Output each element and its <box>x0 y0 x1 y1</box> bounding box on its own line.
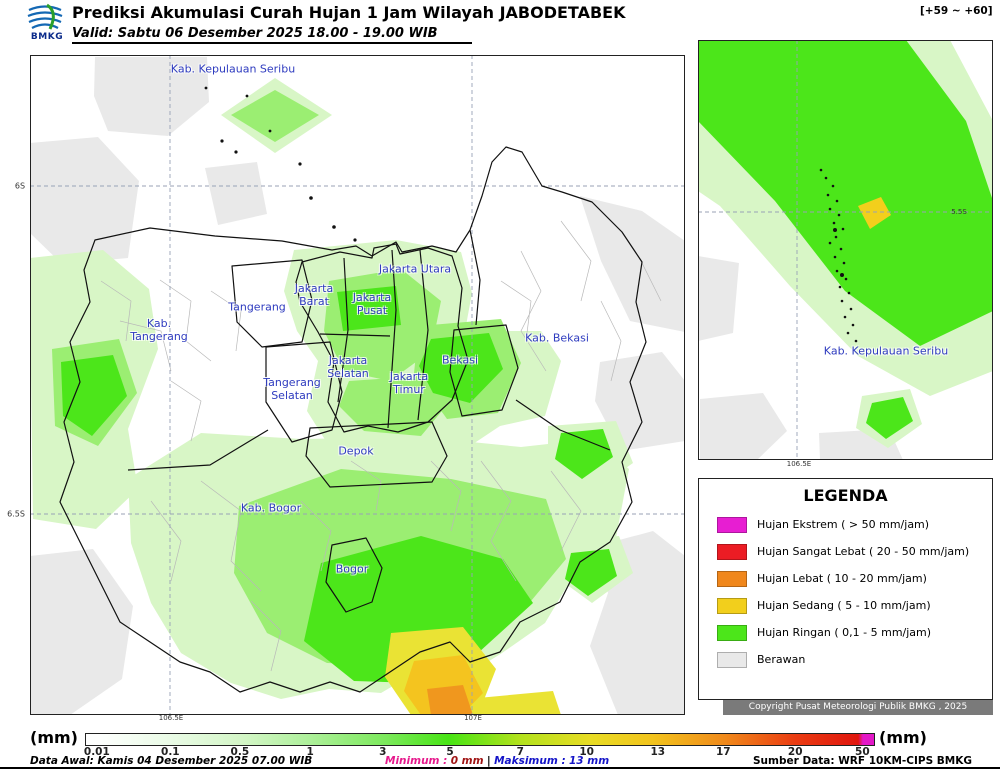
colorbar-tick-0-1: 0.1 <box>161 746 180 758</box>
map-label-jakarta-barat: Jakarta Barat <box>294 282 334 308</box>
main-map-lon-tick-107e: 107E <box>464 714 482 722</box>
main-map-border <box>30 55 685 715</box>
inset-map <box>698 40 993 460</box>
legend-swatch-ringan <box>717 624 747 641</box>
colorbar-unit-right: (mm) <box>879 728 927 747</box>
footer-min-max: Minimum : 0 mm | Maksimum : 13 mm <box>385 755 609 767</box>
footer-source: Sumber Data: WRF 10KM-CIPS BMKG <box>753 755 972 767</box>
main-map-islands <box>204 86 357 242</box>
main-map-rain-heavy <box>385 627 561 715</box>
colorbar-tick-17: 17 <box>716 746 731 758</box>
colorbar-tick-20: 20 <box>787 746 803 758</box>
legend-swatch-lebat <box>717 570 747 587</box>
colorbar-ticks: 0.01 0.1 0.5 1 3 5 7 10 13 17 20 50 <box>83 746 875 760</box>
main-map-graticule <box>30 55 685 715</box>
colorbar-tick-10: 10 <box>579 746 594 758</box>
footer-data-awal: Data Awal: Kamis 04 Desember 2025 07.00 … <box>30 755 313 767</box>
colorbar-tick-0-01: 0.01 <box>83 746 110 758</box>
main-map-admin-boundaries <box>59 146 647 693</box>
map-label-kab-bogor: Kab. Bogor <box>240 501 302 515</box>
footer-maximum-value: 13 mm <box>568 755 610 767</box>
legend-panel: LEGENDA Hujan Ekstrem ( > 50 mm/jam) Huj… <box>698 478 993 700</box>
inset-label-kab-kepulauan-seribu: Kab. Kepulauan Seribu <box>823 344 949 358</box>
main-map-lat-tick-6s: 6S <box>14 181 26 191</box>
footer-divider: | <box>486 755 491 767</box>
inset-islands <box>819 168 858 343</box>
map-label-jakarta-pusat: Jakarta Pusat <box>352 291 392 317</box>
legend-title: LEGENDA <box>803 486 888 505</box>
legend-swatch-sangat-lebat <box>717 543 747 560</box>
legend-label-ringan: Hujan Ringan ( 0,1 - 5 mm/jam) <box>757 626 932 639</box>
inset-rain-areas <box>698 40 993 448</box>
valid-time-subtitle: Valid: Sabtu 06 Desember 2025 18.00 - 19… <box>72 26 472 44</box>
legend-item-sedang: Hujan Sedang ( 5 - 10 mm/jam) <box>699 592 992 619</box>
map-label-bekasi: Bekasi <box>441 353 479 367</box>
colorbar-unit-left: (mm) <box>30 728 78 747</box>
legend-swatch-sedang <box>717 597 747 614</box>
map-label-tangerang-selatan: Tangerang Selatan <box>263 376 321 402</box>
main-map-subdistrict-lines <box>100 220 662 672</box>
legend-item-berawan: Berawan <box>699 646 992 673</box>
inset-map-border <box>698 40 993 460</box>
copyright-bar: Copyright Pusat Meteorologi Publik BMKG … <box>723 700 993 715</box>
colorbar-tick-1: 1 <box>306 746 314 758</box>
map-label-jakarta-selatan: Jakarta Selatan <box>327 354 369 380</box>
map-label-jakarta-timur: Jakarta Timur <box>389 370 429 396</box>
colorbar-tick-50: 50 <box>855 746 870 758</box>
inset-lat-tick-5-5s: 5.5S <box>951 208 967 216</box>
legend-item-sangat-lebat: Hujan Sangat Lebat ( 20 - 50 mm/jam) <box>699 538 992 565</box>
page-title: Prediksi Akumulasi Curah Hujan 1 Jam Wil… <box>72 3 626 22</box>
footer-minimum-value: 0 mm <box>450 755 484 767</box>
legend-item-ringan: Hujan Ringan ( 0,1 - 5 mm/jam) <box>699 619 992 646</box>
legend-swatch-ekstrem <box>717 516 747 533</box>
bmkg-logo-icon <box>27 3 63 30</box>
legend-swatch-berawan <box>717 651 747 668</box>
map-label-tangerang: Tangerang <box>228 300 286 314</box>
colorbar-tick-13: 13 <box>650 746 666 758</box>
map-label-kab-kepulauan-seribu: Kab. Kepulauan Seribu <box>170 62 296 76</box>
bmkg-logo-text: BMKG <box>30 32 64 42</box>
legend-label-ekstrem: Hujan Ekstrem ( > 50 mm/jam) <box>757 518 930 531</box>
colorbar-gradient <box>85 733 875 746</box>
legend-label-sedang: Hujan Sedang ( 5 - 10 mm/jam) <box>757 599 931 612</box>
footer-maximum-label: Maksimum : <box>494 755 566 767</box>
bmkg-logo: BMKG <box>24 2 70 42</box>
bottom-rule <box>0 767 1000 769</box>
inset-graticule <box>698 40 993 460</box>
colorbar-tick-7: 7 <box>516 746 524 758</box>
legend-label-lebat: Hujan Lebat ( 10 - 20 mm/jam) <box>757 572 927 585</box>
footer-minimum-label: Minimum : <box>385 755 448 767</box>
main-map-lon-tick-106-5e: 106.5E <box>158 714 184 722</box>
map-label-kab-bekasi: Kab. Bekasi <box>525 331 589 345</box>
map-label-bogor: Bogor <box>335 562 369 576</box>
lead-time-badge: [+59 ~ +60] <box>920 5 993 17</box>
colorbar-tick-3: 3 <box>379 746 387 758</box>
legend-item-lebat: Hujan Lebat ( 10 - 20 mm/jam) <box>699 565 992 592</box>
map-label-jakarta-utara: Jakarta Utara <box>378 262 452 276</box>
legend-label-sangat-lebat: Hujan Sangat Lebat ( 20 - 50 mm/jam) <box>757 545 970 558</box>
map-label-depok: Depok <box>338 444 374 458</box>
colorbar-tick-0-5: 0.5 <box>230 746 250 758</box>
main-map <box>30 55 685 715</box>
map-label-kab-tangerang: Kab. Tangerang <box>130 317 188 343</box>
legend-item-ekstrem: Hujan Ekstrem ( > 50 mm/jam) <box>699 511 992 538</box>
inset-lon-tick-106-5e: 106.5E <box>786 460 812 468</box>
colorbar-tick-5: 5 <box>446 746 454 758</box>
legend-label-berawan: Berawan <box>757 653 806 666</box>
main-map-lat-tick-6-5s: 6.5S <box>7 509 25 519</box>
